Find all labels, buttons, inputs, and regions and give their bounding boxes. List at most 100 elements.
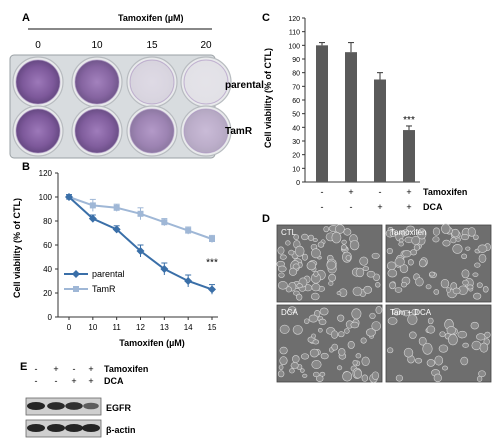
blot-band [47,402,65,410]
cell [467,227,476,237]
x-tick-label: 10 [88,323,97,332]
cell [328,281,334,286]
cell [308,234,314,241]
legend-marker-parental [72,270,80,278]
cell [319,307,329,316]
cell [455,237,461,242]
cell [415,277,424,287]
y-tick-label: 120 [288,16,300,23]
y-tick-label: 60 [43,241,52,250]
cell [365,328,376,337]
cell [457,330,468,339]
cell [477,244,488,253]
data-point-parental [184,277,193,285]
row-label-dca: DCA [104,376,124,386]
cell [476,333,486,341]
cell [432,227,441,236]
blot-band [47,424,65,432]
cell [349,240,360,251]
cell [473,234,479,240]
sign: + [71,376,76,386]
row-label-tamoxifen: Tamoxifen [104,364,148,374]
data-point-tamr [209,236,215,242]
cell [300,353,310,360]
cell [462,279,469,286]
cell [394,287,403,293]
blot-label-actin: β-actin [106,425,136,435]
cell [308,314,319,323]
y-tick-label: 10 [292,166,300,173]
cell [288,249,295,256]
blot-label-egfr: EGFR [106,403,132,413]
well-rim [129,59,175,105]
data-point-tamr [89,202,96,209]
cell [331,343,339,351]
cell [317,241,325,248]
y-tick-label: 110 [289,30,300,37]
cell [394,257,405,267]
cell [277,281,288,290]
cell [304,318,310,324]
panel-d-letter: D [262,213,270,225]
cell [402,250,412,258]
cell [398,238,404,243]
blot-band [27,424,45,432]
sign: - [55,376,58,386]
well-stain [75,109,119,153]
treatment-sign: - [321,202,324,212]
y-tick-label: 80 [43,217,52,226]
significance-label: *** [403,115,415,126]
cell [318,327,323,333]
data-point-parental [88,214,97,223]
well-stain [130,60,174,104]
cell [413,244,421,251]
sign: - [35,364,38,374]
cell [460,233,470,241]
cell [407,259,414,266]
cell [433,289,440,295]
panel-b: B Cell viability (% of CTL) Tamoxifen (µ… [12,161,218,348]
cell [426,359,436,367]
cell [446,326,457,335]
cell [279,346,288,355]
data-point-tamr [185,227,192,234]
cell [331,231,342,244]
cell [355,267,365,278]
panel-c-letter: C [262,12,270,24]
bar [374,79,386,182]
cell [300,368,305,373]
cell [442,239,451,247]
cell [439,331,446,338]
micrograph-grid: CTL Tamoxifen DCA Tam + DCA [276,223,492,383]
cell [296,293,303,301]
cell [478,253,487,263]
cell [313,270,319,277]
cell [432,236,440,243]
sign: - [35,376,38,386]
data-point-parental [65,193,73,201]
sign: + [53,364,58,374]
data-point-tamr [137,210,144,217]
cell [402,309,411,317]
cell [277,246,285,255]
cell [294,245,305,257]
cell [447,334,458,346]
y-tick-label: 20 [292,153,300,160]
cell [371,321,382,331]
cell [429,271,435,277]
cell [351,308,362,320]
cell [474,262,481,268]
cell [336,365,343,371]
cell [441,223,451,234]
y-tick-label: 0 [296,180,300,187]
bar [403,130,415,182]
well-stain [184,109,228,153]
cell [371,371,380,380]
cell [315,375,324,382]
cell [425,284,432,290]
cell [323,226,330,233]
cell [473,292,482,300]
cell [466,284,474,290]
panel-e-letter: E [20,361,27,373]
cell [434,355,444,366]
